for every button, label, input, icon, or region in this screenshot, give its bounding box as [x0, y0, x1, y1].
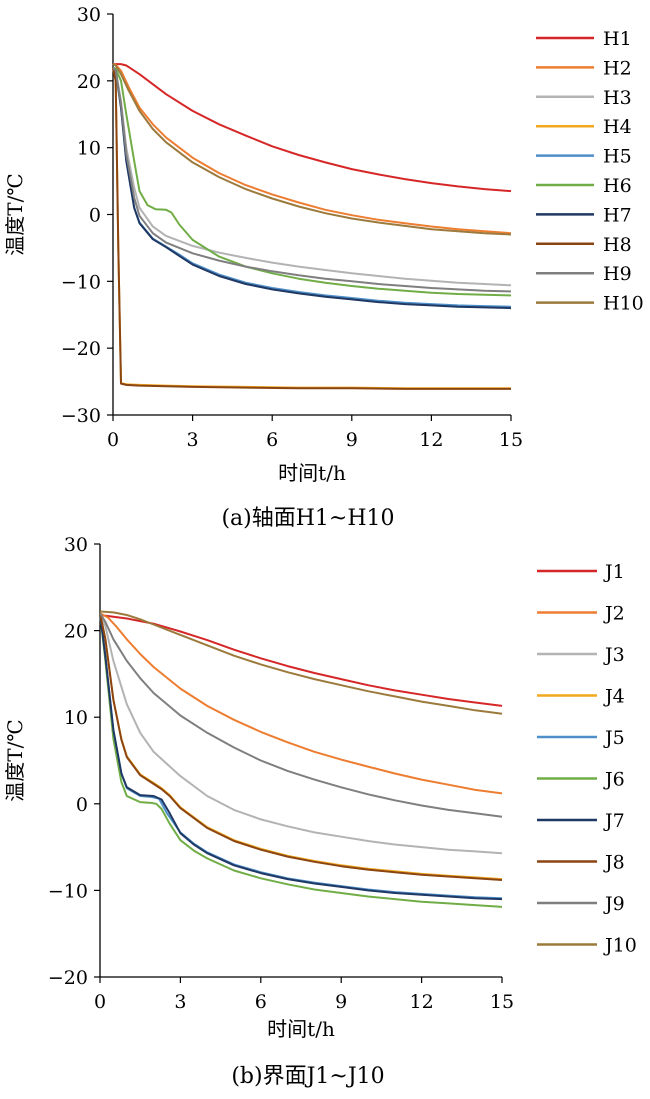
y-tick-label: −10	[48, 880, 88, 902]
legend-label-h6: H6	[603, 175, 632, 197]
x-axis-title: 时间t/h	[267, 1017, 335, 1041]
y-tick-label: −20	[48, 967, 88, 989]
x-axis-title: 时间t/h	[278, 461, 346, 485]
legend-label-h7: H7	[603, 204, 632, 226]
y-tick-label: −10	[61, 271, 101, 293]
series-line-j8	[99, 613, 503, 881]
legend-label-h10: H10	[603, 293, 644, 315]
series-line-h8	[112, 67, 511, 390]
series-line-h5	[112, 66, 512, 308]
legend-label-h5: H5	[603, 146, 632, 168]
x-tick-label: 6	[255, 991, 267, 1013]
legend-label-h4: H4	[603, 116, 632, 138]
chart-caption: (a)轴面H1~H10	[221, 506, 394, 531]
series-line-j9	[99, 612, 503, 818]
x-tick-label: 12	[410, 991, 434, 1013]
x-tick-label: 9	[335, 991, 347, 1013]
legend-label-h2: H2	[603, 57, 632, 79]
series-line-j10	[99, 610, 503, 715]
legend-label-j3: J3	[603, 644, 625, 666]
y-axis-title: 温度T/℃	[3, 719, 27, 801]
x-tick-label: 3	[187, 429, 199, 451]
y-tick-label: 0	[89, 205, 101, 227]
legend-label-h3: H3	[603, 87, 632, 109]
series-line-h2	[112, 63, 512, 235]
y-tick-label: −30	[61, 405, 101, 427]
legend-label-h9: H9	[603, 263, 632, 285]
legend-label-j7: J7	[603, 810, 625, 832]
series-line-j1	[99, 614, 503, 707]
series-line-j3	[99, 612, 503, 855]
legend-label-h8: H8	[603, 234, 632, 256]
y-tick-label: 20	[77, 71, 101, 93]
legend-label-j8: J8	[603, 852, 625, 874]
series-line-h3	[112, 66, 512, 287]
legend-label-h1: H1	[603, 28, 632, 50]
legend-label-j10: J10	[603, 935, 637, 957]
x-tick-label: 0	[94, 991, 106, 1013]
legend-label-j5: J5	[603, 727, 625, 749]
x-tick-label: 9	[346, 429, 358, 451]
series-line-j7	[99, 613, 503, 901]
legend-label-j1: J1	[603, 561, 625, 583]
series-line-h10	[112, 63, 512, 236]
series-line-h1	[113, 63, 512, 193]
series-line-j5	[99, 613, 503, 900]
series-line-j6	[99, 613, 503, 908]
x-tick-label: 15	[499, 429, 523, 451]
x-tick-label: 6	[266, 429, 278, 451]
x-tick-label: 12	[419, 429, 443, 451]
y-tick-label: 0	[76, 794, 88, 816]
y-tick-label: 30	[77, 4, 101, 26]
series-line-j2	[99, 612, 503, 795]
x-tick-label: 15	[490, 991, 514, 1013]
chart-b: 30 20 10 0 −10 −20 0 3 6 9 12 15 J1 J2 J3 J4 J5 J6 J7 J8 J9 J…	[3, 534, 637, 1089]
legend-label-j9: J9	[603, 893, 625, 915]
chart-caption: (b)界面J1~J10	[231, 1064, 384, 1089]
legend-label-j2: J2	[603, 603, 625, 625]
x-tick-label: 3	[174, 991, 186, 1013]
series-line-h6	[112, 66, 512, 297]
y-tick-label: 10	[64, 707, 88, 729]
y-axis-title: 温度T/℃	[3, 173, 27, 255]
chart-a: 30 20 10 0 −10 −20 −30 0 3 6 9 12 15 H1 H2 H3 H4 H5 H6 H7 H8…	[3, 4, 644, 531]
y-tick-label: 10	[77, 138, 101, 160]
y-tick-label: 30	[64, 534, 88, 556]
x-tick-label: 0	[107, 429, 119, 451]
series-line-h7	[112, 66, 512, 310]
y-tick-label: −20	[61, 338, 101, 360]
legend-label-j4: J4	[603, 686, 625, 708]
series-line-h9	[112, 66, 512, 293]
legend-label-j6: J6	[603, 769, 625, 791]
y-tick-label: 20	[64, 621, 88, 643]
